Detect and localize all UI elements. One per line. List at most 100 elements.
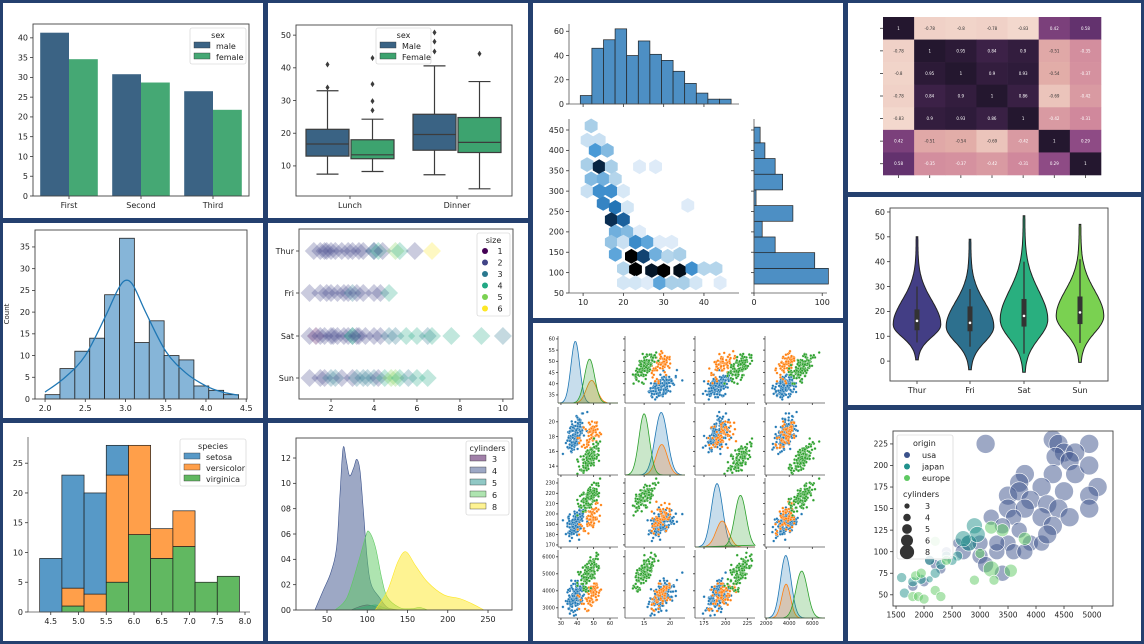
hexbin-cell	[661, 248, 675, 264]
right-hist-bar	[753, 267, 829, 285]
axes-frame	[32, 23, 250, 197]
pair-point	[810, 448, 814, 452]
pair-point	[726, 603, 730, 607]
pair-point	[780, 365, 784, 368]
pair-point	[634, 499, 638, 503]
pair-point	[657, 521, 661, 525]
legend-title: size	[486, 236, 502, 245]
pair-point	[707, 599, 711, 603]
pair-point	[591, 594, 595, 597]
strip-point	[322, 327, 341, 345]
pair-point	[644, 489, 647, 493]
x-tick-label: 3.0	[119, 404, 132, 413]
pair-point	[718, 447, 722, 451]
hexbin-cell	[681, 198, 695, 213]
pair-point	[732, 582, 736, 586]
pair-point	[777, 384, 781, 388]
strip-point	[334, 284, 353, 302]
y-tick-label: 300	[549, 187, 564, 196]
strip-point	[386, 242, 405, 260]
pair-point	[781, 388, 784, 392]
pair-point	[636, 373, 640, 377]
hexbin-cell	[580, 157, 594, 172]
strip-point	[380, 327, 399, 345]
legend-title: species	[198, 442, 228, 451]
strip-point	[418, 369, 437, 387]
pair-point	[716, 582, 720, 585]
pair-point	[719, 610, 723, 614]
bar-male-first	[40, 32, 69, 196]
pair-point	[657, 394, 661, 398]
pair-point	[803, 499, 807, 503]
pair-point	[657, 381, 661, 385]
pair-point	[657, 607, 661, 611]
pair-point	[789, 425, 793, 429]
pair-point	[646, 518, 650, 522]
y-tick-label: 50	[875, 233, 885, 242]
heatmap-cell	[914, 107, 946, 131]
strip-point	[407, 327, 426, 345]
pair-point	[715, 599, 719, 603]
pair-point	[637, 504, 641, 508]
pair-point	[788, 432, 792, 436]
cell-value: 0.29	[1050, 161, 1059, 166]
pair-point	[724, 411, 728, 415]
x-tick-label: 4.0	[200, 404, 213, 413]
pair-point	[716, 395, 720, 399]
hexbin-cell	[713, 275, 727, 291]
pair-point	[631, 504, 635, 508]
pair-point	[792, 421, 796, 425]
strip-point	[332, 369, 351, 387]
x-tick-label: 30	[659, 298, 669, 307]
pair-point	[658, 373, 662, 377]
pair-point	[668, 362, 672, 365]
pair-point	[726, 374, 729, 378]
x-tick-label: 7.5	[211, 617, 224, 626]
pair-point	[664, 609, 668, 613]
strip-point	[339, 327, 358, 345]
strip-point	[324, 327, 343, 345]
pair-point	[775, 517, 779, 521]
pair-point	[649, 496, 653, 500]
pair-point	[783, 538, 787, 542]
pair-point	[803, 369, 807, 373]
top-hist-bar	[579, 95, 593, 105]
cell-value: 1	[1084, 161, 1087, 166]
y-tick-label: 230	[545, 481, 555, 487]
pair-point	[774, 425, 778, 429]
cell-value: -0.42	[1080, 94, 1091, 99]
pair-point	[775, 393, 779, 397]
strip-point	[422, 327, 441, 345]
heatmap-cell	[976, 39, 1008, 63]
pair-point	[794, 390, 798, 394]
pair-point	[746, 559, 750, 563]
pair-point	[570, 444, 574, 448]
pair-point	[653, 613, 656, 617]
legend-marker	[482, 294, 488, 300]
pair-point	[809, 354, 813, 358]
pair-point	[577, 508, 581, 512]
pair-point	[733, 427, 737, 431]
pair-point	[652, 360, 656, 364]
bar-female-first	[69, 59, 98, 197]
pair-point	[728, 589, 732, 593]
pair-point	[707, 450, 711, 454]
pair-point	[651, 375, 655, 379]
pair-point	[778, 443, 782, 447]
pair-point	[594, 506, 598, 510]
pair-point	[653, 379, 657, 383]
legend-label: virginica	[206, 475, 240, 484]
heatmap-cell	[945, 84, 977, 108]
pair-point	[647, 600, 651, 604]
pair-point	[658, 366, 662, 370]
pair-point	[750, 437, 754, 440]
pair-point	[587, 596, 590, 600]
cell-value: -0.78	[893, 48, 904, 53]
heatmap-cell	[976, 129, 1008, 153]
heatmap-cell	[976, 152, 1008, 176]
pair-point	[571, 518, 575, 522]
y-tick-label: 350	[549, 167, 564, 176]
pair-point	[786, 395, 790, 399]
pair-point	[571, 433, 575, 437]
pair-point	[777, 520, 781, 523]
